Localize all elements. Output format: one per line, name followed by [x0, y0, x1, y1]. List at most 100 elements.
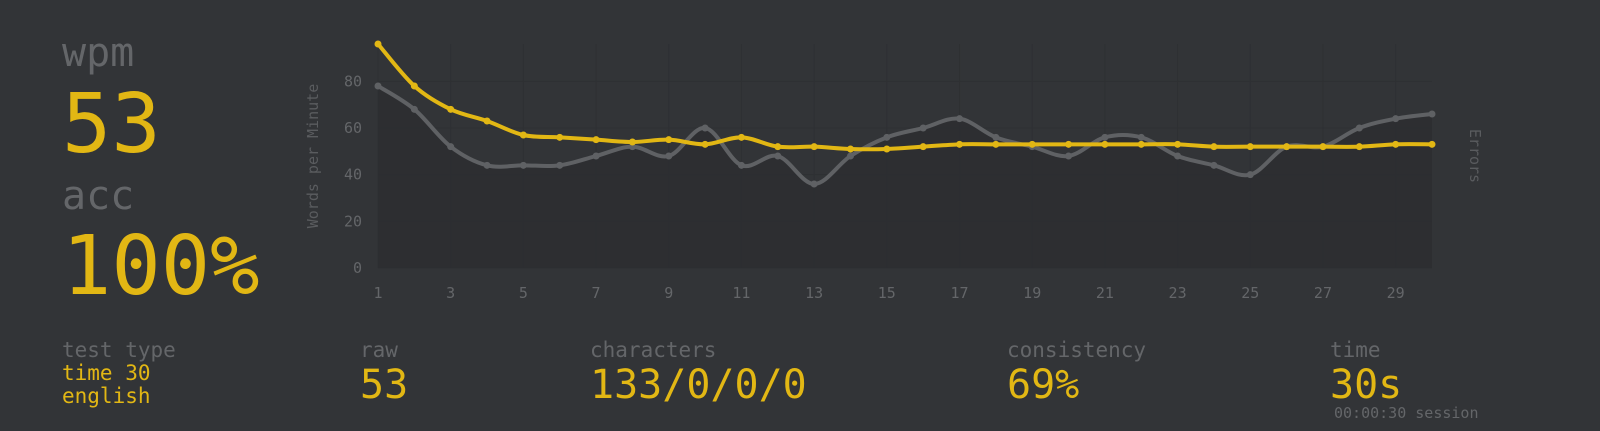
raw-label: raw [360, 338, 398, 362]
wpm-point [1246, 143, 1254, 151]
x-tick-label: 25 [1241, 284, 1259, 302]
raw-point [701, 124, 709, 132]
raw-point [956, 115, 964, 123]
wpm-point [1137, 140, 1145, 148]
characters-label: characters [590, 338, 717, 362]
consistency-label: consistency [1007, 338, 1147, 362]
y-tick-label: 80 [344, 72, 362, 90]
time-label: time [1330, 338, 1381, 362]
wpm-point [774, 143, 782, 151]
y-tick-label: 40 [344, 166, 362, 184]
raw-point [846, 152, 854, 160]
test-type-mode: time 30 [62, 361, 151, 385]
x-tick-label: 29 [1387, 284, 1405, 302]
x-tick-label: 1 [373, 284, 382, 302]
accuracy-label: acc [62, 173, 135, 219]
wpm-point [956, 140, 964, 148]
wpm-label: wpm [62, 30, 135, 76]
raw-point [592, 152, 600, 160]
characters-value: 133/0/0/0 [590, 362, 807, 408]
raw-point [810, 180, 818, 188]
wpm-point [410, 82, 418, 90]
raw-point [1246, 171, 1254, 179]
raw-point [1065, 152, 1073, 160]
wpm-point [483, 117, 491, 125]
y2-axis-title: Errors [1466, 129, 1484, 183]
x-tick-label: 9 [664, 284, 673, 302]
x-tick-label: 11 [732, 284, 750, 302]
wpm-point [919, 143, 927, 151]
raw-point [1428, 110, 1436, 118]
test-type-label: test type [62, 338, 176, 362]
wpm-value: 53 [62, 77, 161, 172]
wpm-point [592, 136, 600, 144]
raw-point [447, 143, 455, 151]
raw-point [483, 161, 491, 169]
consistency-value: 69% [1007, 362, 1080, 408]
wpm-point [1355, 143, 1363, 151]
raw-area-fill [378, 86, 1432, 268]
raw-point [410, 105, 418, 113]
x-tick-label: 15 [878, 284, 896, 302]
raw-point [1101, 133, 1109, 141]
raw-point [1392, 115, 1400, 123]
x-tick-label: 17 [950, 284, 968, 302]
y-tick-label: 60 [344, 119, 362, 137]
wpm-point [374, 40, 382, 48]
wpm-point [1428, 140, 1436, 148]
time-value: 30s [1330, 362, 1403, 408]
raw-point [665, 152, 673, 160]
raw-point [1137, 133, 1145, 141]
x-tick-label: 13 [805, 284, 823, 302]
raw-points [374, 82, 1436, 188]
wpm-point [1283, 143, 1291, 151]
raw-point [992, 133, 1000, 141]
raw-point [883, 133, 891, 141]
wpm-point [1101, 140, 1109, 148]
wpm-point [628, 138, 636, 146]
wpm-point [992, 140, 1000, 148]
wpm-point [846, 145, 854, 153]
wpm-point [1065, 140, 1073, 148]
wpm-point [1028, 140, 1036, 148]
raw-point [1355, 124, 1363, 132]
raw-point [374, 82, 382, 90]
y-axis-title: Words per Minute [304, 84, 322, 229]
wpm-point [1392, 140, 1400, 148]
wpm-point [1319, 143, 1327, 151]
raw-point [737, 161, 745, 169]
y-tick-label: 20 [344, 212, 362, 230]
wpm-point [1210, 143, 1218, 151]
x-tick-label: 19 [1023, 284, 1041, 302]
test-type-language: english [62, 384, 151, 408]
y-tick-label: 0 [353, 259, 362, 277]
wpm-point [665, 136, 673, 144]
wpm-point [810, 143, 818, 151]
raw-point [556, 161, 564, 169]
wpm-points [374, 40, 1436, 153]
wpm-point [519, 131, 527, 139]
x-tick-label: 5 [519, 284, 528, 302]
x-tick-label: 21 [1096, 284, 1114, 302]
x-axis-ticks: 1 3 5 7 9 11 13 15 17 19 21 23 25 27 29 [373, 284, 1404, 302]
wpm-point [701, 140, 709, 148]
wpm-point [447, 105, 455, 113]
raw-point [919, 124, 927, 132]
raw-point [519, 161, 527, 169]
raw-point [774, 152, 782, 160]
wpm-point [1174, 140, 1182, 148]
raw-value: 53 [360, 362, 409, 408]
raw-point [1210, 161, 1218, 169]
wpm-point [556, 133, 564, 141]
x-tick-label: 23 [1169, 284, 1187, 302]
wpm-point [883, 145, 891, 153]
y-axis-ticks: 0 20 40 60 80 [344, 72, 362, 277]
x-tick-label: 7 [592, 284, 601, 302]
wpm-point [737, 133, 745, 141]
accuracy-value: 100% [62, 219, 260, 314]
x-tick-label: 27 [1314, 284, 1332, 302]
x-tick-label: 3 [446, 284, 455, 302]
raw-point [1174, 152, 1182, 160]
session-time: 00:00:30 session [1334, 404, 1479, 422]
